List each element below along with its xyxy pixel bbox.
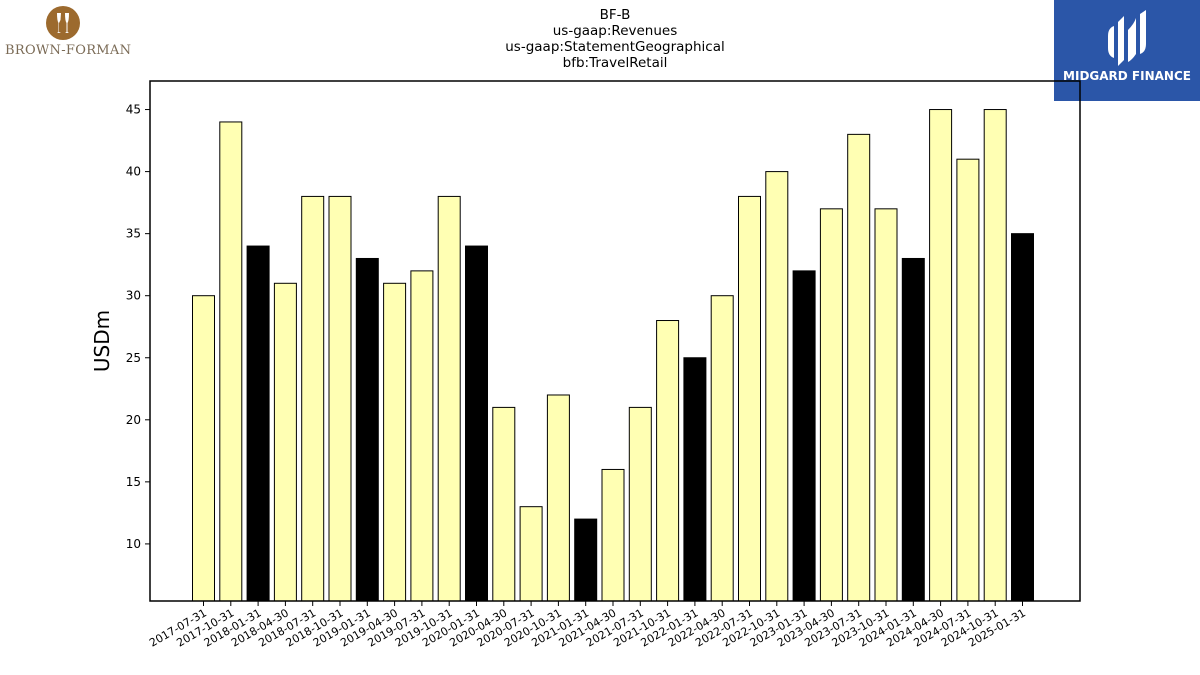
bar (492, 406, 516, 602)
bar (328, 195, 352, 602)
bar (546, 394, 570, 602)
midgard-finance-wordmark: MIDGARD FINANCE (1063, 69, 1191, 83)
bar (219, 121, 243, 602)
plot-frame (149, 80, 1081, 602)
bar (656, 320, 680, 602)
bar (410, 270, 434, 602)
midgard-finance-logo: MIDGARD FINANCE (1054, 0, 1200, 101)
bar (683, 357, 707, 602)
bar (710, 295, 734, 602)
y-tick-label: 40 (126, 165, 141, 179)
y-tick-label: 25 (126, 351, 141, 365)
bar (628, 406, 652, 602)
bar (273, 282, 297, 602)
y-tick-label: 15 (126, 475, 141, 489)
bar (792, 270, 816, 602)
bar (956, 158, 980, 602)
midgard-finance-emblem-icon (1108, 10, 1146, 66)
bar (874, 208, 898, 602)
bar (929, 109, 953, 602)
brown-forman-logo: BROWN-FORMAN (0, 0, 132, 66)
bar (1011, 233, 1034, 602)
bar (601, 468, 625, 602)
bar (901, 257, 925, 602)
chart-title: BF-B us-gaap:Revenues us-gaap:StatementG… (415, 7, 815, 71)
bar (738, 195, 761, 602)
chart-title-line: us-gaap:Revenues (552, 23, 678, 39)
chart-title-line: us-gaap:StatementGeographical (505, 39, 725, 55)
bar (765, 171, 789, 602)
y-tick-label: 35 (126, 227, 141, 241)
y-tick-label: 20 (126, 413, 141, 427)
bar (983, 109, 1007, 602)
bar (246, 245, 270, 602)
chart-title-line: BF-B (599, 7, 631, 23)
y-tick-label: 45 (126, 103, 141, 117)
bar (847, 133, 871, 602)
bar (383, 282, 407, 602)
y-tick-label: 30 (126, 289, 141, 303)
y-axis-label: USDm (90, 310, 114, 372)
bar (465, 245, 488, 602)
bar (519, 506, 543, 602)
bar (355, 257, 379, 602)
chart-title-line: bfb:TravelRetail (562, 55, 668, 71)
bar (192, 295, 215, 602)
bar (437, 195, 461, 602)
bar (574, 518, 598, 602)
y-tick-label: 10 (126, 537, 141, 551)
bar (301, 195, 325, 602)
brown-forman-wordmark: BROWN-FORMAN (5, 43, 132, 58)
brown-forman-emblem-icon (46, 6, 80, 40)
bar (819, 208, 843, 602)
